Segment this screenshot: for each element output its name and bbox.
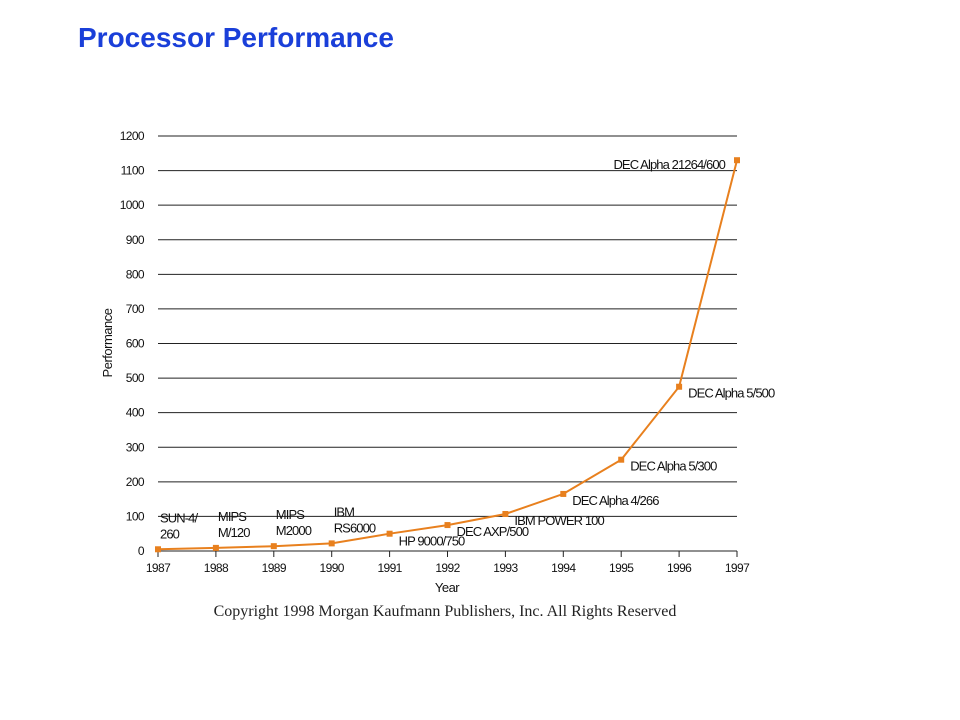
series-line xyxy=(157,159,738,551)
point-annotation: HP 9000/750 xyxy=(399,534,465,549)
x-tick-label: 1988 xyxy=(204,561,229,575)
y-axis-label: Performance xyxy=(100,308,115,377)
x-tick-label: 1997 xyxy=(725,561,750,575)
y-tick-label: 1000 xyxy=(120,198,145,212)
data-point-marker xyxy=(560,490,567,497)
x-tick-label: 1995 xyxy=(609,561,634,575)
annotation-line: MIPS xyxy=(218,509,247,524)
annotation-line: DEC Alpha 5/300 xyxy=(630,459,717,474)
y-tick-label: 200 xyxy=(126,475,145,489)
annotation-line: RS6000 xyxy=(334,520,376,535)
x-axis xyxy=(157,550,738,557)
gridlines xyxy=(158,135,737,517)
point-annotation: IBM RS6000 xyxy=(334,504,376,535)
x-tick-label: 1987 xyxy=(146,561,171,575)
data-point-marker xyxy=(734,157,740,164)
x-tick-label: 1994 xyxy=(551,561,576,575)
point-annotation: DEC Alpha 21264/600 xyxy=(613,157,725,172)
annotation-line: M2000 xyxy=(276,523,312,538)
data-point-marker xyxy=(676,383,683,390)
point-annotation: DEC Alpha 4/266 xyxy=(572,493,659,508)
x-tick-label: 1992 xyxy=(435,561,460,575)
data-point-marker xyxy=(502,510,509,517)
data-point-marker xyxy=(270,543,277,550)
x-tick-label: 1993 xyxy=(493,561,518,575)
annotation-line: DEC Alpha 5/500 xyxy=(688,386,775,401)
y-tick-label: 700 xyxy=(126,302,145,316)
annotation-line: DEC Alpha 4/266 xyxy=(572,493,659,508)
x-tick-label: 1996 xyxy=(667,561,692,575)
y-tick-label: 900 xyxy=(126,233,145,247)
annotation-line: HP 9000/750 xyxy=(399,534,465,549)
x-axis-label: Year xyxy=(435,580,460,595)
annotation-line: DEC AXP/500 xyxy=(457,524,529,539)
data-point-marker xyxy=(328,540,335,547)
page-title: Processor Performance xyxy=(78,22,394,53)
y-tick-label: 400 xyxy=(126,406,145,420)
y-tick-label: 800 xyxy=(126,267,145,281)
data-point-marker xyxy=(386,530,393,537)
y-tick-labels: 0 100 200 300 400 500 600 700 800 900 1000 1100 1200 xyxy=(120,129,146,558)
point-annotation: DEC Alpha 5/500 xyxy=(688,386,775,401)
point-annotation: MIPS M2000 xyxy=(276,507,312,538)
y-tick-label: 100 xyxy=(126,509,145,523)
data-point-marker xyxy=(444,522,451,529)
y-tick-label: 1100 xyxy=(121,164,145,178)
point-annotation: SUN-4/260 xyxy=(160,510,199,541)
x-tick-label: 1991 xyxy=(377,561,402,575)
x-tick-label: 1990 xyxy=(320,561,345,575)
y-tick-label: 600 xyxy=(126,337,145,351)
point-annotation: IBM POWER 100 xyxy=(514,513,604,528)
annotation-line: IBM POWER 100 xyxy=(514,513,604,528)
y-tick-label: 1200 xyxy=(120,129,145,143)
annotation-line: IBM xyxy=(334,504,354,519)
point-annotation: DEC AXP/500 xyxy=(457,524,529,539)
point-annotation: DEC Alpha 5/300 xyxy=(630,459,717,474)
x-tick-labels: 1987 1988 1989 1990 1991 1992 1993 1994 1995 1996… xyxy=(146,561,751,575)
annotation-line: SUN-4/ xyxy=(160,510,199,525)
y-tick-label: 500 xyxy=(126,371,145,385)
copyright-notice: Copyright 1998 Morgan Kaufmann Publisher… xyxy=(213,603,677,620)
y-tick-label: 0 xyxy=(138,544,145,558)
data-point-marker xyxy=(618,456,625,463)
data-point-marker xyxy=(212,544,219,551)
annotation-line: M/120 xyxy=(218,525,250,540)
annotation-line: DEC Alpha 21264/600 xyxy=(613,157,725,172)
series-line-group xyxy=(155,157,740,553)
annotation-line: 260 xyxy=(160,526,180,541)
y-tick-label: 300 xyxy=(126,440,145,454)
annotation-line: MIPS xyxy=(276,507,305,522)
point-annotation: MIPS M/120 xyxy=(218,509,250,540)
x-tick-label: 1989 xyxy=(262,561,287,575)
data-point-marker xyxy=(155,546,161,553)
